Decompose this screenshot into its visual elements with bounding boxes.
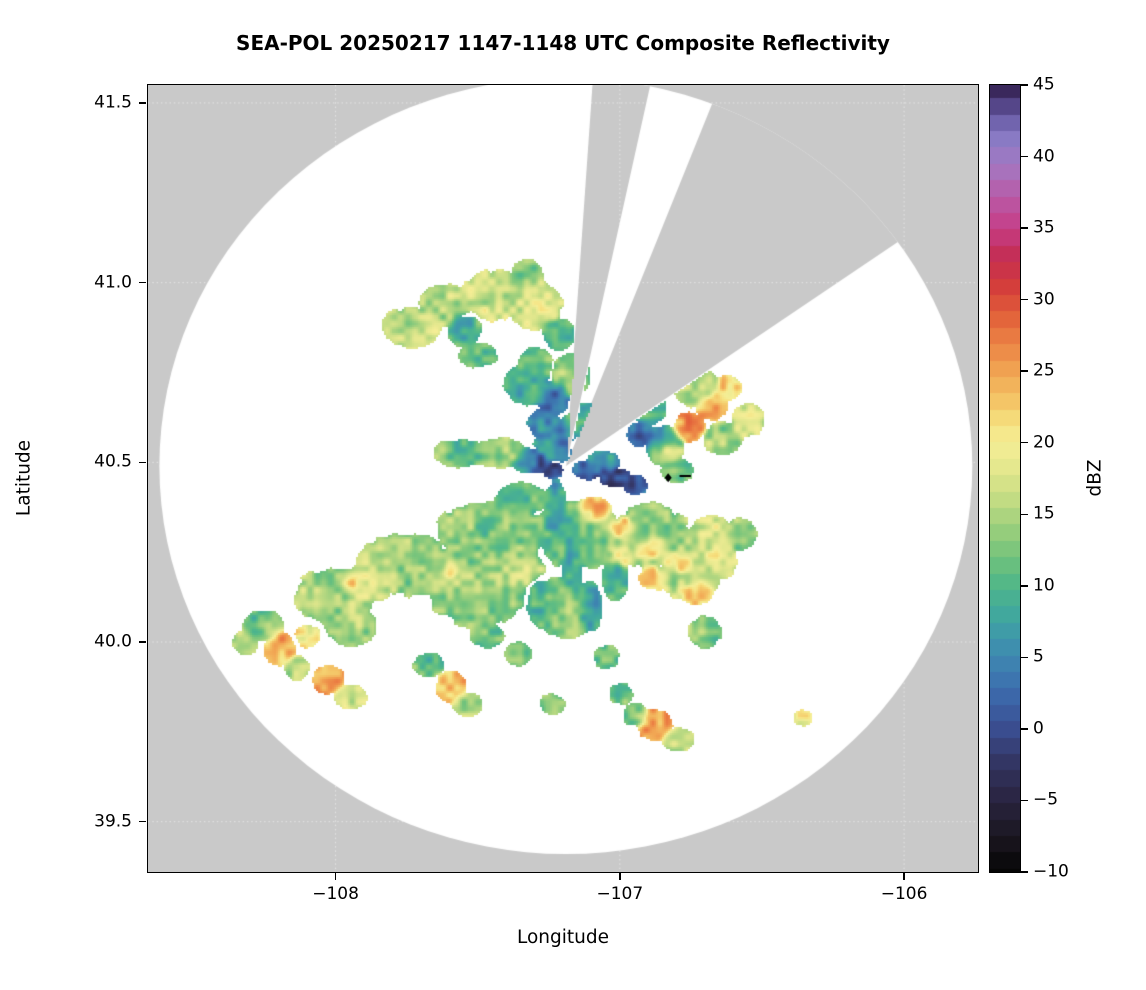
y-tick-label: 39.5 (94, 811, 132, 832)
radar-plot-canvas (148, 85, 978, 872)
colorbar-tick-mark (1021, 370, 1028, 372)
y-tick-mark (139, 102, 146, 104)
colorbar-tick-mark (1021, 155, 1028, 158)
y-tick-mark (139, 641, 146, 643)
colorbar-tick-mark (1021, 227, 1028, 229)
colorbar-tick-mark (1021, 656, 1028, 659)
y-tick-label: 41.0 (94, 272, 132, 293)
colorbar-tick-mark (1021, 585, 1028, 587)
colorbar-tick-label: 10 (1033, 575, 1055, 596)
colorbar-tick-mark (1021, 871, 1028, 873)
x-tick-mark (334, 873, 337, 880)
colorbar-tick-label: 35 (1033, 217, 1055, 238)
colorbar-tick-mark (1021, 513, 1028, 516)
x-tick-mark (903, 873, 905, 880)
colorbar-tick-mark (1021, 441, 1028, 444)
colorbar-tick-label: 15 (1033, 503, 1055, 524)
colorbar-tick-mark (1021, 799, 1028, 802)
x-tick-mark (619, 873, 621, 880)
colorbar-tick-mark (1021, 728, 1028, 730)
y-axis-label: Latitude (13, 439, 35, 517)
x-tick-label: −107 (596, 884, 644, 904)
colorbar-label: dBZ (1084, 459, 1106, 497)
colorbar-tick-mark (1021, 298, 1028, 301)
x-tick-label: −108 (312, 884, 359, 904)
colorbar-tick-label: 40 (1033, 146, 1055, 167)
y-tick-label: 41.5 (94, 92, 132, 113)
colorbar (990, 85, 1020, 872)
y-tick-mark (139, 820, 146, 823)
colorbar-tick-label: 45 (1033, 74, 1055, 95)
x-tick-label: −106 (880, 884, 928, 904)
colorbar-tick-label: 5 (1033, 646, 1044, 667)
colorbar-tick-label: −10 (1033, 861, 1069, 882)
y-tick-label: 40.0 (94, 631, 132, 652)
y-tick-mark (139, 461, 146, 464)
colorbar-tick-label: 20 (1033, 432, 1055, 453)
x-axis-label: Longitude (516, 927, 609, 948)
y-tick-label: 40.5 (94, 451, 132, 472)
colorbar-tick-mark (1021, 84, 1028, 86)
colorbar-tick-label: 25 (1033, 360, 1055, 381)
plot-title: SEA-POL 20250217 1147-1148 UTC Composite… (236, 31, 890, 55)
colorbar-tick-label: 30 (1033, 289, 1055, 310)
colorbar-tick-label: −5 (1033, 790, 1059, 811)
y-tick-mark (139, 281, 146, 284)
colorbar-tick-label: 0 (1033, 718, 1044, 739)
